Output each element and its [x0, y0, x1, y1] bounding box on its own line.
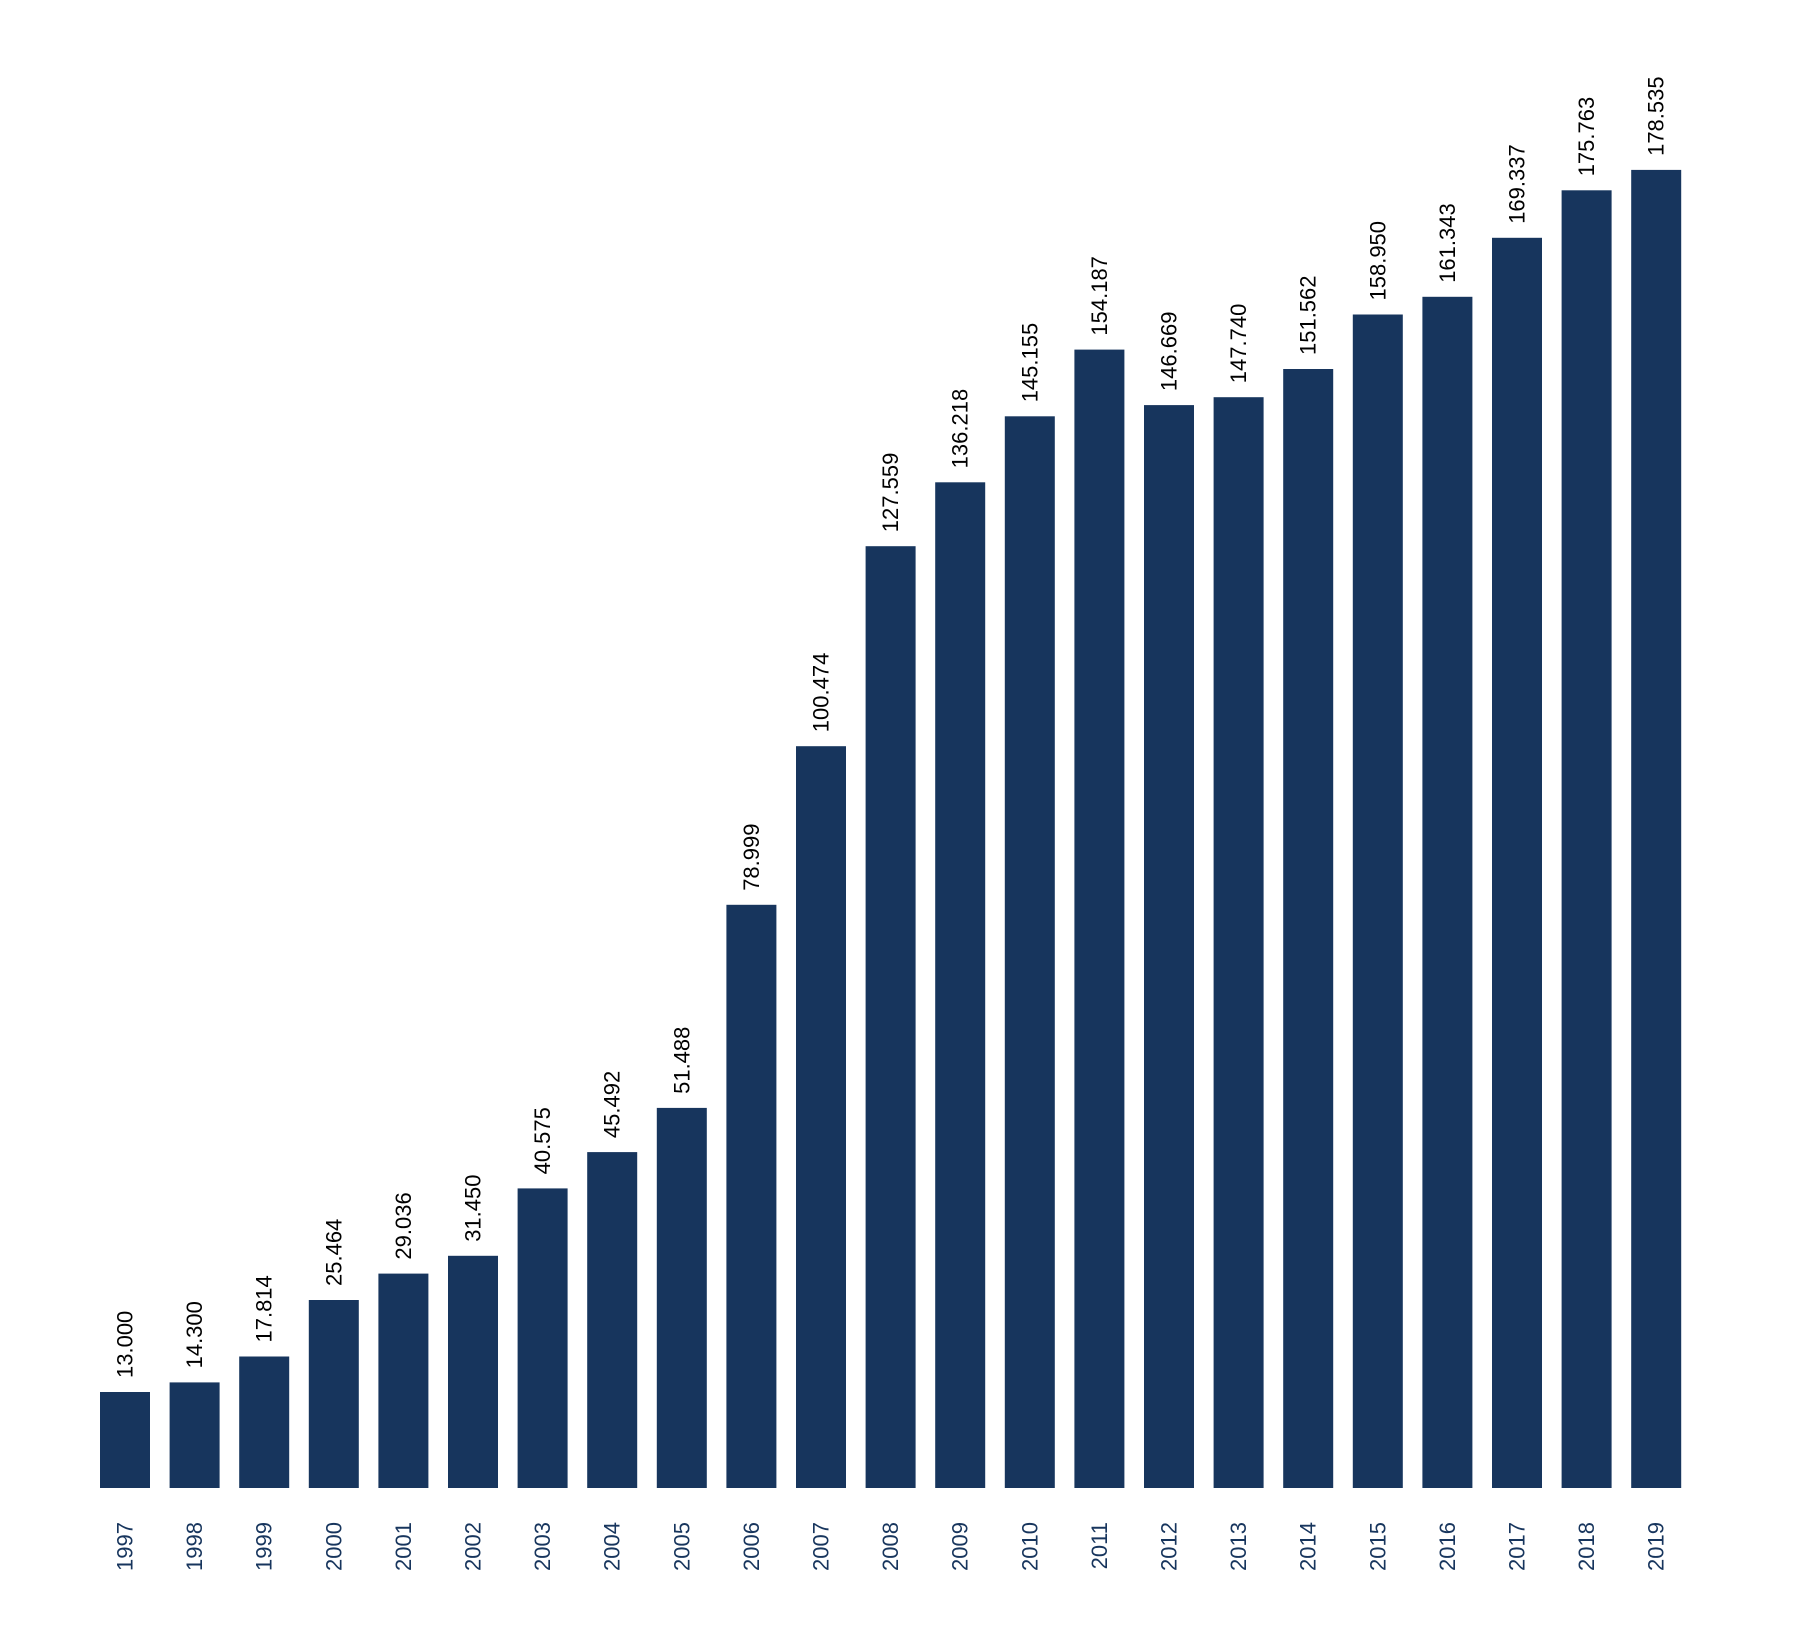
bars-group [100, 169, 1682, 1489]
value-label-2001: 29.036 [391, 1192, 416, 1259]
value-label-2015: 158.950 [1365, 221, 1390, 301]
x-tick-label-2019: 2019 [1644, 1522, 1669, 1571]
x-tick-label-2013: 2013 [1226, 1522, 1251, 1571]
value-label-2006: 78.999 [739, 824, 764, 891]
value-label-2012: 146.669 [1157, 312, 1182, 392]
bar-2007 [796, 746, 846, 1488]
value-label-2017: 169.337 [1505, 144, 1530, 224]
x-tick-label-2000: 2000 [321, 1522, 346, 1571]
value-label-2004: 45.492 [600, 1071, 625, 1138]
value-label-2000: 25.464 [321, 1219, 346, 1286]
bar-2002 [448, 1255, 498, 1488]
x-tick-label-2014: 2014 [1296, 1522, 1321, 1571]
x-tick-label-1997: 1997 [113, 1522, 138, 1571]
bar-2010 [1004, 416, 1055, 1488]
bar-2006 [726, 904, 777, 1488]
x-tick-label-2004: 2004 [600, 1522, 625, 1571]
x-tick-label-2005: 2005 [669, 1522, 694, 1571]
x-tick-label-2006: 2006 [739, 1522, 764, 1571]
bar-2012 [1144, 405, 1194, 1489]
value-labels-group: 13.000 14.300 17.814 25.464 29.036 31.450 40.5… [113, 76, 1669, 1378]
bar-2004 [587, 1152, 638, 1488]
bar-2011 [1074, 349, 1125, 1489]
bar-2018 [1561, 190, 1612, 1488]
value-label-2013: 147.740 [1226, 304, 1251, 384]
value-label-2005: 51.488 [669, 1027, 694, 1094]
x-tick-label-2012: 2012 [1157, 1522, 1182, 1571]
value-label-2007: 100.474 [809, 653, 834, 733]
x-tick-label-2015: 2015 [1365, 1522, 1390, 1571]
x-tick-label-2017: 2017 [1505, 1522, 1530, 1571]
bar-2003 [517, 1188, 568, 1488]
value-label-2011: 154.187 [1087, 256, 1112, 336]
x-tick-label-2003: 2003 [530, 1522, 555, 1571]
bar-2005 [656, 1107, 707, 1488]
bar-2016 [1422, 296, 1473, 1488]
x-tick-labels-group: 1997 1998 1999 2000 2001 2002 2003 2004 2005 2006… [113, 1522, 1669, 1571]
value-label-1999: 17.814 [252, 1275, 277, 1342]
x-tick-label-2010: 2010 [1017, 1522, 1042, 1571]
value-label-2019: 178.535 [1644, 76, 1669, 156]
value-label-2009: 136.218 [948, 389, 973, 469]
bar-2017 [1492, 237, 1542, 1488]
bar-2008 [865, 546, 916, 1488]
value-label-2008: 127.559 [878, 453, 903, 533]
bar-2014 [1283, 369, 1334, 1488]
bar-1999 [239, 1356, 290, 1488]
bar-2013 [1213, 397, 1264, 1489]
x-tick-label-2001: 2001 [391, 1522, 416, 1571]
x-tick-label-1999: 1999 [252, 1522, 277, 1571]
value-label-1997: 13.000 [113, 1311, 138, 1378]
x-tick-label-2018: 2018 [1574, 1522, 1599, 1571]
bar-1998 [169, 1382, 220, 1488]
value-label-2010: 145.155 [1017, 323, 1042, 403]
x-tick-label-2007: 2007 [809, 1522, 834, 1571]
bar-2001 [378, 1273, 429, 1488]
x-tick-label-2011: 2011 [1087, 1522, 1112, 1569]
value-label-2018: 175.763 [1574, 97, 1599, 177]
x-tick-label-2008: 2008 [878, 1522, 903, 1571]
value-label-1998: 14.300 [182, 1301, 207, 1368]
x-tick-label-2016: 2016 [1435, 1522, 1460, 1571]
bar-2000 [308, 1300, 359, 1488]
bar-2009 [935, 482, 986, 1488]
value-label-2016: 161.343 [1435, 203, 1460, 283]
value-label-2002: 31.450 [461, 1175, 486, 1242]
x-tick-label-1998: 1998 [182, 1522, 207, 1571]
bar-1997 [100, 1392, 150, 1488]
value-label-2003: 40.575 [530, 1107, 555, 1174]
value-label-2014: 151.562 [1296, 275, 1321, 355]
bar-2019 [1631, 169, 1682, 1488]
x-tick-label-2009: 2009 [948, 1522, 973, 1571]
bar-2015 [1352, 314, 1403, 1488]
x-tick-label-2002: 2002 [461, 1522, 486, 1571]
